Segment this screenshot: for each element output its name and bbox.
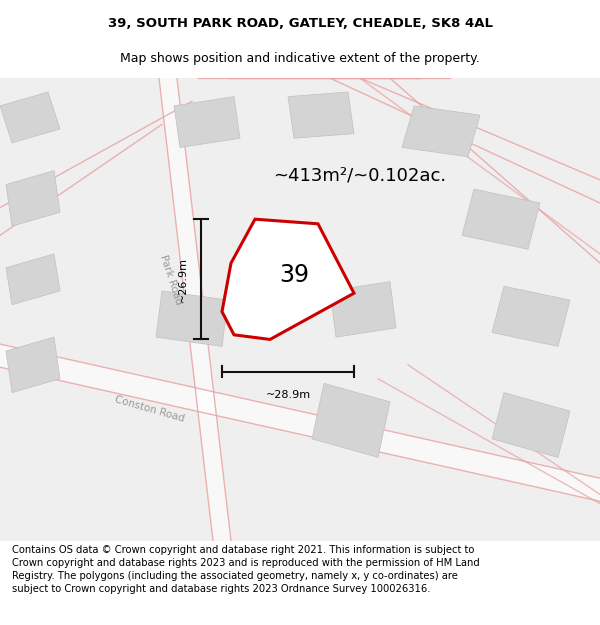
Text: ~413m²/~0.102ac.: ~413m²/~0.102ac. xyxy=(274,166,446,184)
Polygon shape xyxy=(156,291,228,346)
Polygon shape xyxy=(288,92,354,138)
Polygon shape xyxy=(6,254,60,305)
Text: 39, SOUTH PARK ROAD, GATLEY, CHEADLE, SK8 4AL: 39, SOUTH PARK ROAD, GATLEY, CHEADLE, SK… xyxy=(107,17,493,30)
Polygon shape xyxy=(6,337,60,392)
Polygon shape xyxy=(174,97,240,148)
Polygon shape xyxy=(0,344,600,501)
Polygon shape xyxy=(330,282,396,337)
Text: Conston Road: Conston Road xyxy=(114,394,186,424)
Polygon shape xyxy=(492,286,570,346)
Polygon shape xyxy=(312,383,390,458)
Text: Contains OS data © Crown copyright and database right 2021. This information is : Contains OS data © Crown copyright and d… xyxy=(12,545,480,594)
Polygon shape xyxy=(6,171,60,226)
Polygon shape xyxy=(159,78,231,541)
Text: 39: 39 xyxy=(279,262,309,287)
Polygon shape xyxy=(462,189,540,249)
Text: Map shows position and indicative extent of the property.: Map shows position and indicative extent… xyxy=(120,52,480,65)
Polygon shape xyxy=(0,92,60,143)
Text: Park Road: Park Road xyxy=(158,253,184,306)
Polygon shape xyxy=(492,392,570,458)
Text: ~26.9m: ~26.9m xyxy=(178,257,188,302)
Polygon shape xyxy=(402,106,480,157)
Text: ~28.9m: ~28.9m xyxy=(265,390,311,400)
Polygon shape xyxy=(222,219,354,339)
